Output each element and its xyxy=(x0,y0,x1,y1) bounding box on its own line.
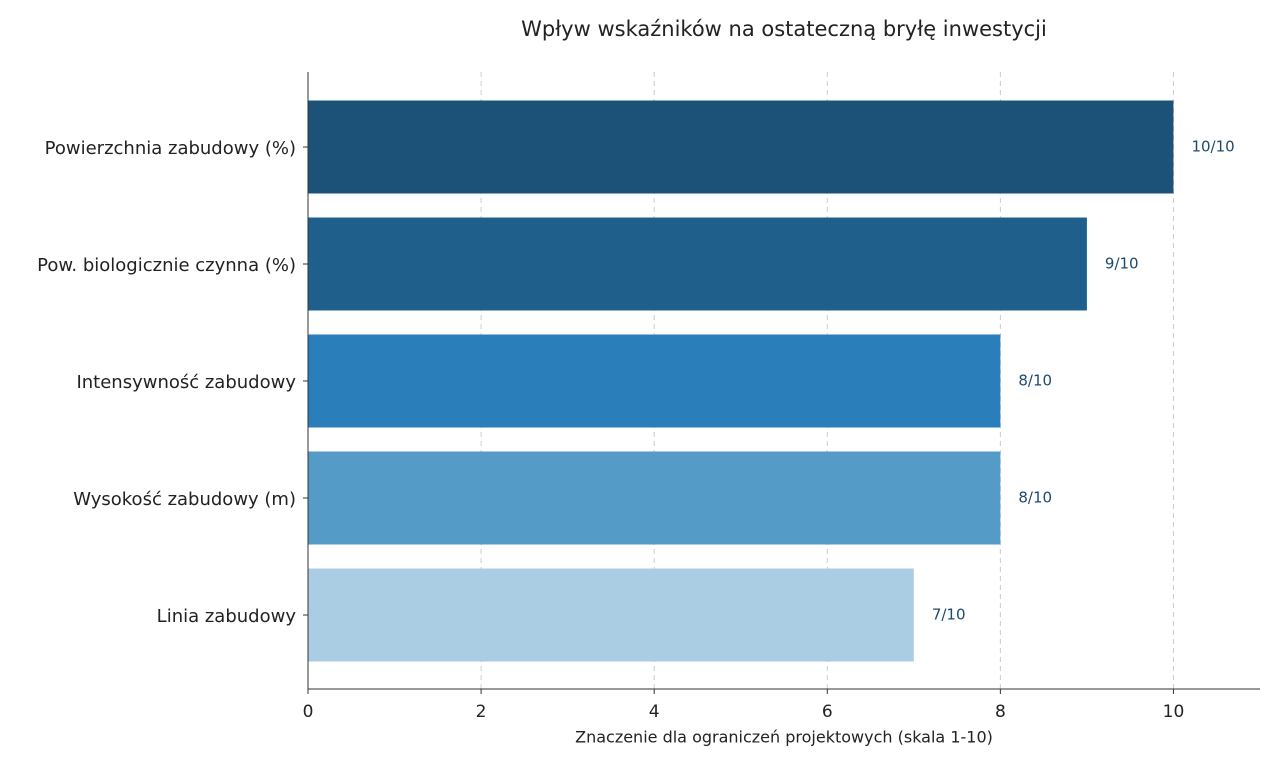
x-tick-label: 8 xyxy=(995,702,1006,722)
x-tick-label: 6 xyxy=(822,702,833,722)
y-tick-label: Intensywność zabudowy xyxy=(76,372,296,393)
x-tick-label: 0 xyxy=(303,702,314,722)
value-label: 8/10 xyxy=(1018,489,1052,507)
y-tick-label: Wysokość zabudowy (m) xyxy=(73,489,296,510)
y-tick-label: Powierzchnia zabudowy (%) xyxy=(45,138,296,159)
chart-title: Wpływ wskaźników na ostateczną bryłę inw… xyxy=(521,17,1047,41)
x-axis-label: Znaczenie dla ograniczeń projektowych (s… xyxy=(575,728,993,747)
x-tick-label: 4 xyxy=(649,702,660,722)
x-tick-label: 10 xyxy=(1163,702,1185,722)
y-tick-label: Pow. biologicznie czynna (%) xyxy=(37,255,296,276)
value-label: 7/10 xyxy=(932,606,966,624)
value-label: 8/10 xyxy=(1018,372,1052,390)
bar xyxy=(308,451,1001,545)
bar xyxy=(308,100,1174,194)
bar xyxy=(308,217,1087,311)
value-label: 10/10 xyxy=(1191,138,1234,156)
bar xyxy=(308,568,914,662)
x-tick-label: 2 xyxy=(476,702,487,722)
bar xyxy=(308,334,1001,428)
y-tick-label: Linia zabudowy xyxy=(157,606,297,627)
value-label: 9/10 xyxy=(1105,255,1139,273)
